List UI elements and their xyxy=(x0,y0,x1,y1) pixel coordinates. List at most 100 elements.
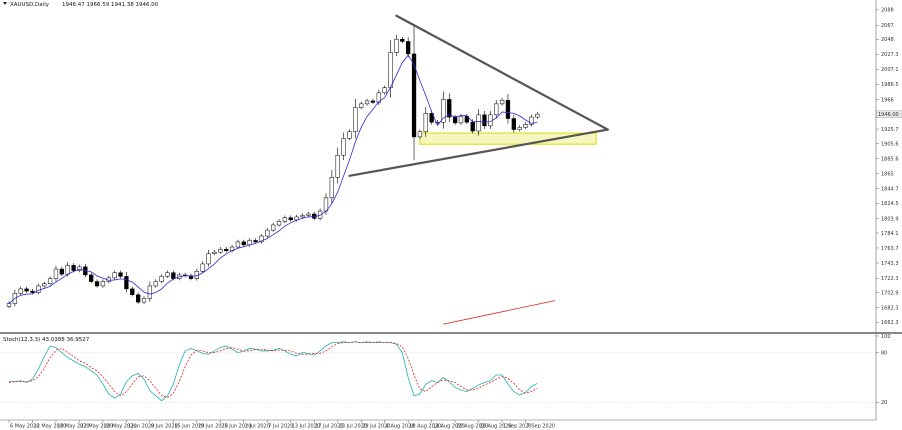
time-tick-label: 14 Aug 2020 xyxy=(433,424,465,430)
price-tick-label: 1743.3 xyxy=(881,261,899,267)
candle[interactable] xyxy=(400,37,405,44)
candle[interactable] xyxy=(77,264,82,273)
price-tick-label: 1662.3 xyxy=(881,320,899,326)
price-tick-label: 1966 xyxy=(881,97,894,103)
candle[interactable] xyxy=(306,211,311,218)
candle[interactable] xyxy=(159,274,164,284)
price-pane[interactable]: XAUUSD,Daily 1946.47 1966.59 1941.38 194… xyxy=(3,2,902,326)
candle[interactable] xyxy=(112,270,117,280)
candle[interactable] xyxy=(494,100,499,118)
candle[interactable] xyxy=(36,283,41,295)
candle[interactable] xyxy=(382,85,387,95)
candle[interactable] xyxy=(59,266,64,276)
candle[interactable] xyxy=(265,227,270,238)
candle[interactable] xyxy=(47,276,53,286)
candle-body-up xyxy=(42,283,47,287)
candle[interactable] xyxy=(124,272,129,293)
candle[interactable] xyxy=(153,279,158,288)
candle[interactable] xyxy=(224,247,229,253)
candle[interactable] xyxy=(476,109,481,136)
candle[interactable] xyxy=(271,222,276,232)
candle[interactable] xyxy=(370,98,376,105)
candle-body-down xyxy=(124,276,129,290)
candle[interactable] xyxy=(42,281,47,288)
candle[interactable] xyxy=(165,270,170,279)
candle[interactable] xyxy=(517,125,522,132)
candle[interactable] xyxy=(447,93,452,123)
stochastic-tick-label: 20 xyxy=(881,400,887,406)
candle[interactable] xyxy=(300,213,305,219)
candle[interactable] xyxy=(259,233,264,244)
candle[interactable] xyxy=(71,263,76,273)
time-tick-label: 13 Jul 2020 xyxy=(292,424,320,430)
candle[interactable] xyxy=(206,250,211,267)
candle[interactable] xyxy=(523,122,528,130)
candle[interactable] xyxy=(118,270,123,279)
time-tick-label: 17 Jul 2020 xyxy=(315,424,343,430)
candle[interactable] xyxy=(347,129,352,141)
candle[interactable] xyxy=(529,114,534,127)
triangle-trendline[interactable] xyxy=(395,14,609,131)
candle[interactable] xyxy=(441,91,446,129)
candle[interactable] xyxy=(24,286,29,293)
price-tick-label: 1803.9 xyxy=(881,216,899,222)
price-tick-label: 1986.5 xyxy=(881,82,899,88)
price-tick-label: 2007.1 xyxy=(881,67,899,73)
candle[interactable] xyxy=(417,129,423,139)
candle[interactable] xyxy=(329,170,335,204)
candle[interactable] xyxy=(147,281,153,302)
candle[interactable] xyxy=(511,114,516,133)
candle[interactable] xyxy=(135,292,141,305)
candle[interactable] xyxy=(253,238,258,244)
triangle-trendline[interactable] xyxy=(348,128,609,177)
candle[interactable] xyxy=(341,132,346,160)
candle-body-up xyxy=(141,298,147,303)
candle[interactable] xyxy=(499,97,505,106)
chart-menu-arrow-icon[interactable] xyxy=(3,2,7,5)
red-trendline[interactable] xyxy=(442,300,556,325)
candle[interactable] xyxy=(288,215,293,222)
candle[interactable] xyxy=(359,101,364,110)
candle[interactable] xyxy=(429,110,434,125)
candle[interactable] xyxy=(394,34,399,57)
candle-body-up xyxy=(200,263,205,272)
pane-separator[interactable] xyxy=(0,332,902,334)
candle[interactable] xyxy=(218,247,223,254)
candle[interactable] xyxy=(353,99,358,139)
candle[interactable] xyxy=(482,111,487,129)
ohlc-readout: 1946.47 1966.59 1941.38 1946.00 xyxy=(62,2,159,8)
time-tick-label: 9 Jun 2020 xyxy=(151,424,178,430)
candle[interactable] xyxy=(335,147,340,184)
candle[interactable] xyxy=(423,106,428,137)
candle[interactable] xyxy=(18,286,23,296)
trendlines[interactable] xyxy=(348,14,609,325)
candle[interactable] xyxy=(212,249,217,256)
candle-body-up xyxy=(529,116,534,125)
candle[interactable] xyxy=(94,279,100,288)
candle[interactable] xyxy=(282,215,288,224)
candle[interactable] xyxy=(406,37,411,58)
candle[interactable] xyxy=(100,279,106,288)
candle[interactable] xyxy=(411,24,417,161)
candle-body-down xyxy=(482,114,487,127)
candle[interactable] xyxy=(130,286,135,297)
support-zone[interactable] xyxy=(419,132,597,146)
candle[interactable] xyxy=(235,239,241,249)
candle[interactable] xyxy=(188,273,194,281)
candle[interactable] xyxy=(200,261,205,274)
candle[interactable] xyxy=(53,265,59,282)
candle[interactable] xyxy=(376,89,381,106)
candle[interactable] xyxy=(89,272,94,284)
candle[interactable] xyxy=(505,93,511,124)
candle[interactable] xyxy=(276,219,282,227)
candle[interactable] xyxy=(535,111,540,119)
time-tick-label: 29 Jul 2020 xyxy=(362,424,390,430)
candle-body-up xyxy=(476,114,481,132)
candle[interactable] xyxy=(141,296,147,304)
candle[interactable] xyxy=(364,98,370,106)
candle-body-up xyxy=(517,127,522,130)
candle[interactable] xyxy=(241,239,246,247)
stochastic-pane[interactable]: Stoch(12,3,3) 43.0388 36.9527 20 80 100 xyxy=(0,334,891,406)
candle-body-down xyxy=(452,116,458,124)
